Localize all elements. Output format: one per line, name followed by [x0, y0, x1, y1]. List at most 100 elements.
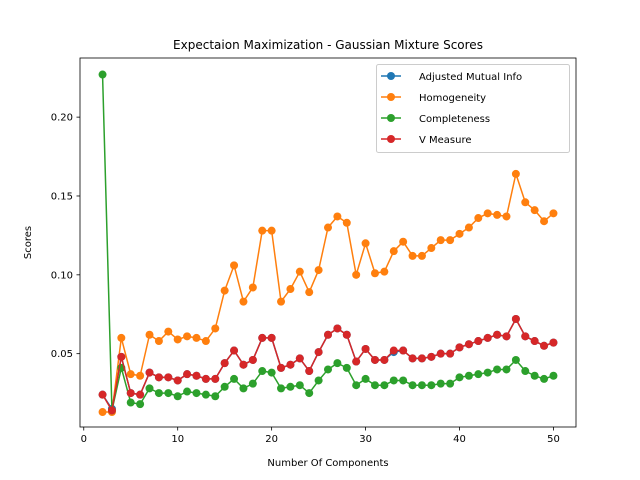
data-point-completeness — [474, 370, 483, 379]
data-point-homogeneity — [483, 209, 492, 218]
data-point-completeness — [380, 381, 389, 390]
series-homogeneity — [98, 169, 558, 417]
data-point-homogeneity — [305, 288, 314, 297]
data-point-v-measure — [493, 330, 502, 339]
data-point-v-measure — [173, 376, 182, 385]
data-point-homogeneity — [408, 251, 417, 260]
data-point-v-measure — [183, 370, 192, 379]
x-tick-label: 10 — [171, 434, 184, 445]
data-point-homogeneity — [464, 223, 473, 232]
data-point-homogeneity — [361, 239, 370, 248]
data-point-v-measure — [211, 374, 220, 383]
data-point-v-measure — [540, 341, 549, 350]
data-point-v-measure — [427, 352, 436, 361]
data-point-v-measure — [295, 354, 304, 363]
data-point-homogeneity — [521, 198, 530, 207]
data-point-completeness — [399, 376, 408, 385]
data-point-homogeneity — [173, 335, 182, 344]
data-point-homogeneity — [295, 267, 304, 276]
data-point-homogeneity — [493, 210, 502, 219]
data-point-homogeneity — [220, 286, 229, 295]
data-point-completeness — [192, 389, 201, 398]
data-point-v-measure — [399, 346, 408, 355]
data-point-v-measure — [192, 371, 201, 380]
data-point-homogeneity — [455, 229, 464, 238]
data-point-completeness — [248, 379, 257, 388]
y-tick-label: 0.10 — [51, 270, 73, 281]
data-point-completeness — [361, 374, 370, 383]
data-point-completeness — [295, 381, 304, 390]
y-tick-label: 0.05 — [51, 349, 73, 360]
data-point-v-measure — [352, 357, 361, 366]
data-point-completeness — [333, 359, 342, 368]
data-point-completeness — [352, 381, 361, 390]
legend-label-homogeneity: Homogeneity — [419, 93, 486, 104]
data-point-v-measure — [267, 333, 276, 342]
data-point-homogeneity — [370, 269, 379, 278]
series-v-measure — [98, 314, 558, 415]
data-point-v-measure — [277, 363, 286, 372]
data-point-homogeneity — [239, 297, 248, 306]
data-point-completeness — [173, 392, 182, 401]
data-point-completeness — [136, 400, 145, 409]
data-point-completeness — [314, 376, 323, 385]
data-point-homogeneity — [511, 169, 520, 178]
legend-label-completeness: Completeness — [419, 114, 490, 125]
data-point-homogeneity — [530, 206, 539, 215]
data-point-v-measure — [511, 314, 520, 323]
data-point-completeness — [324, 365, 332, 374]
data-point-homogeneity — [502, 212, 511, 221]
series-layer — [98, 70, 558, 417]
data-point-completeness — [145, 384, 154, 393]
data-point-completeness — [230, 374, 239, 383]
data-point-v-measure — [107, 406, 116, 415]
data-point-completeness — [511, 355, 520, 364]
data-point-completeness — [342, 363, 351, 372]
data-point-homogeneity — [324, 223, 332, 232]
data-point-v-measure — [380, 355, 389, 364]
data-point-completeness — [258, 367, 267, 376]
data-point-homogeneity — [117, 333, 126, 342]
data-point-v-measure — [248, 355, 257, 364]
data-point-v-measure — [220, 359, 229, 368]
data-point-completeness — [436, 379, 445, 388]
data-point-v-measure — [530, 337, 539, 346]
data-point-homogeneity — [474, 214, 483, 223]
x-tick-label: 30 — [359, 434, 372, 445]
data-point-v-measure — [324, 330, 332, 339]
data-point-homogeneity — [342, 218, 351, 227]
x-axis-label: Number Of Components — [267, 458, 388, 469]
data-point-homogeneity — [136, 371, 145, 380]
legend-box — [376, 64, 570, 153]
data-point-v-measure — [117, 352, 126, 361]
data-point-homogeneity — [192, 333, 201, 342]
data-point-homogeneity — [201, 337, 210, 346]
data-point-completeness — [286, 382, 295, 391]
data-point-v-measure — [333, 324, 342, 333]
data-point-v-measure — [474, 337, 483, 346]
legend-label-v-measure: V Measure — [419, 135, 472, 146]
data-point-completeness — [277, 384, 286, 393]
data-point-homogeneity — [183, 332, 192, 341]
data-point-completeness — [408, 381, 417, 390]
data-point-completeness — [427, 381, 436, 390]
data-point-v-measure — [483, 333, 492, 342]
y-axis-label: Scores — [23, 226, 34, 259]
y-tick-label: 0.15 — [51, 191, 73, 202]
data-point-homogeneity — [248, 283, 257, 292]
data-point-homogeneity — [211, 324, 220, 333]
data-point-v-measure — [164, 373, 173, 382]
data-point-v-measure — [389, 346, 398, 355]
x-axis: 0 10 20 30 40 50 — [81, 427, 560, 445]
legend-marker-homogeneity — [387, 93, 395, 101]
data-point-homogeneity — [540, 217, 549, 226]
series-completeness — [98, 70, 558, 415]
data-point-v-measure — [98, 390, 107, 399]
data-point-v-measure — [314, 348, 323, 357]
data-point-v-measure — [361, 344, 370, 353]
legend-label-adjusted-mutual-info: Adjusted Mutual Info — [419, 72, 522, 83]
data-point-v-measure — [502, 332, 511, 341]
x-tick-label: 20 — [265, 434, 278, 445]
data-point-completeness — [521, 367, 530, 376]
data-point-completeness — [417, 381, 426, 390]
